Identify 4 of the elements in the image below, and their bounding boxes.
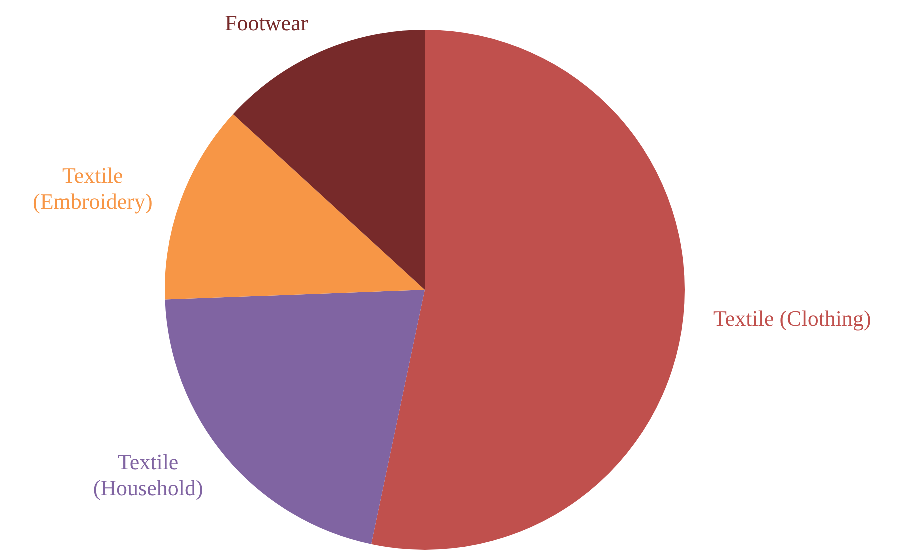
slice-label: Footwear bbox=[225, 10, 309, 36]
slice-label: Textile (Embroidery) bbox=[33, 162, 153, 214]
slice-label: Textile (Clothing) bbox=[713, 306, 872, 331]
slice-label: Textile (Household) bbox=[93, 450, 204, 501]
